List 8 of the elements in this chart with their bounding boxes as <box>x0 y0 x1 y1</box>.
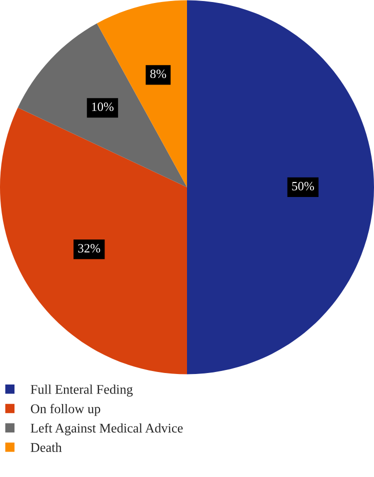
legend-label: On follow up <box>30 404 100 416</box>
legend-label: Death <box>30 442 62 452</box>
data-label: 10% <box>92 102 114 112</box>
legend-label: Left Against Medical Advice <box>30 423 183 436</box>
legend-label: Full Enteral Feding <box>30 384 133 397</box>
data-label: 50% <box>292 182 314 190</box>
data-label: 8% <box>150 70 166 78</box>
data-label: 32% <box>78 244 100 253</box>
